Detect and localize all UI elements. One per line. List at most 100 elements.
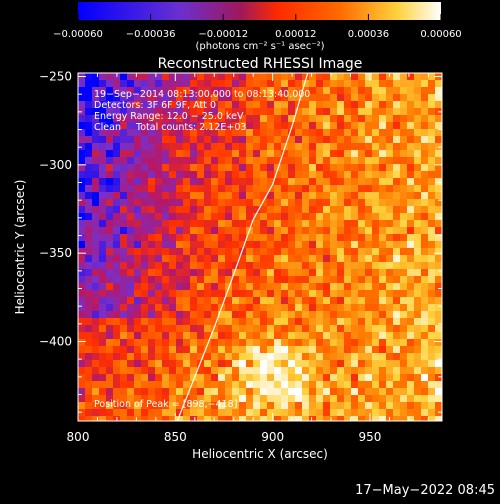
heatmap-cell <box>372 311 379 318</box>
heatmap-cell <box>239 213 246 220</box>
heatmap-cell <box>323 374 330 381</box>
heatmap-cell <box>246 276 253 283</box>
heatmap-cell <box>414 304 421 311</box>
heatmap-cell <box>190 234 197 241</box>
heatmap-cell <box>344 171 351 178</box>
heatmap-cell <box>358 395 365 402</box>
heatmap-cell <box>162 199 169 206</box>
heatmap-cell <box>78 241 85 248</box>
heatmap-cell <box>428 283 435 290</box>
heatmap-cell <box>414 157 421 164</box>
heatmap-cell <box>407 346 414 353</box>
heatmap-cell <box>365 185 372 192</box>
heatmap-cell <box>85 339 92 346</box>
heatmap-cell <box>204 192 211 199</box>
heatmap-cell <box>316 395 323 402</box>
heatmap-cell <box>204 395 211 402</box>
heatmap-cell <box>351 353 358 360</box>
heatmap-cell <box>316 87 323 94</box>
heatmap-cell <box>204 290 211 297</box>
heatmap-cell <box>351 367 358 374</box>
heatmap-cell <box>407 171 414 178</box>
heatmap-cell <box>386 241 393 248</box>
heatmap-cell <box>225 192 232 199</box>
heatmap-cell <box>92 241 99 248</box>
heatmap-cell <box>232 171 239 178</box>
heatmap-cell <box>379 108 386 115</box>
heatmap-cell <box>169 332 176 339</box>
heatmap-cell <box>85 346 92 353</box>
heatmap-cell <box>120 346 127 353</box>
heatmap-cell <box>260 129 267 136</box>
heatmap-cell <box>414 143 421 150</box>
heatmap-cell <box>379 129 386 136</box>
heatmap-cell <box>148 276 155 283</box>
heatmap-cell <box>253 381 260 388</box>
heatmap-cell <box>288 101 295 108</box>
heatmap-cell <box>246 353 253 360</box>
heatmap-cell <box>176 213 183 220</box>
heatmap-cell <box>365 73 372 80</box>
heatmap-cell <box>379 325 386 332</box>
heatmap-cell <box>225 241 232 248</box>
heatmap-cell <box>113 318 120 325</box>
heatmap-cell <box>358 409 365 416</box>
heatmap-cell <box>120 178 127 185</box>
heatmap-cell <box>162 255 169 262</box>
heatmap-cell <box>330 360 337 367</box>
heatmap-cell <box>372 143 379 150</box>
heatmap-cell <box>246 395 253 402</box>
heatmap-cell <box>372 150 379 157</box>
heatmap-cell <box>141 241 148 248</box>
heatmap-cell <box>274 206 281 213</box>
heatmap-cell <box>204 87 211 94</box>
heatmap-cell <box>78 234 85 241</box>
heatmap-cell <box>141 339 148 346</box>
heatmap-cell <box>330 395 337 402</box>
heatmap-cell <box>379 304 386 311</box>
heatmap-cell <box>428 276 435 283</box>
heatmap-cell <box>176 367 183 374</box>
heatmap-cell <box>421 269 428 276</box>
heatmap-cell <box>141 269 148 276</box>
heatmap-cell <box>148 269 155 276</box>
heatmap-cell <box>316 346 323 353</box>
heatmap-cell <box>365 290 372 297</box>
heatmap-cell <box>246 304 253 311</box>
heatmap-cell <box>183 73 190 80</box>
heatmap-cell <box>78 269 85 276</box>
heatmap-cell <box>379 157 386 164</box>
heatmap-cell <box>197 402 204 409</box>
heatmap-cell <box>428 402 435 409</box>
heatmap-cell <box>414 269 421 276</box>
heatmap-cell <box>414 94 421 101</box>
heatmap-cell <box>232 164 239 171</box>
heatmap-cell <box>134 248 141 255</box>
heatmap-cell <box>309 157 316 164</box>
heatmap-cell <box>428 318 435 325</box>
heatmap-cell <box>176 241 183 248</box>
heatmap-cell <box>162 241 169 248</box>
heatmap-cell <box>386 255 393 262</box>
heatmap-cell <box>232 129 239 136</box>
heatmap-cell <box>274 262 281 269</box>
heatmap-cell <box>267 381 274 388</box>
heatmap-cell <box>246 241 253 248</box>
heatmap-cell <box>99 129 106 136</box>
heatmap-cell <box>99 248 106 255</box>
heatmap-cell <box>351 248 358 255</box>
heatmap-cell <box>141 416 148 421</box>
heatmap-cell <box>393 101 400 108</box>
heatmap-cell <box>330 220 337 227</box>
heatmap-cell <box>365 297 372 304</box>
heatmap-cell <box>113 262 120 269</box>
heatmap-cell <box>267 108 274 115</box>
heatmap-cell <box>344 290 351 297</box>
heatmap-cell <box>386 360 393 367</box>
heatmap-cell <box>134 234 141 241</box>
heatmap-cell <box>176 346 183 353</box>
heatmap-cell <box>253 402 260 409</box>
heatmap-cell <box>120 227 127 234</box>
heatmap-cell <box>183 171 190 178</box>
heatmap-cell <box>218 185 225 192</box>
